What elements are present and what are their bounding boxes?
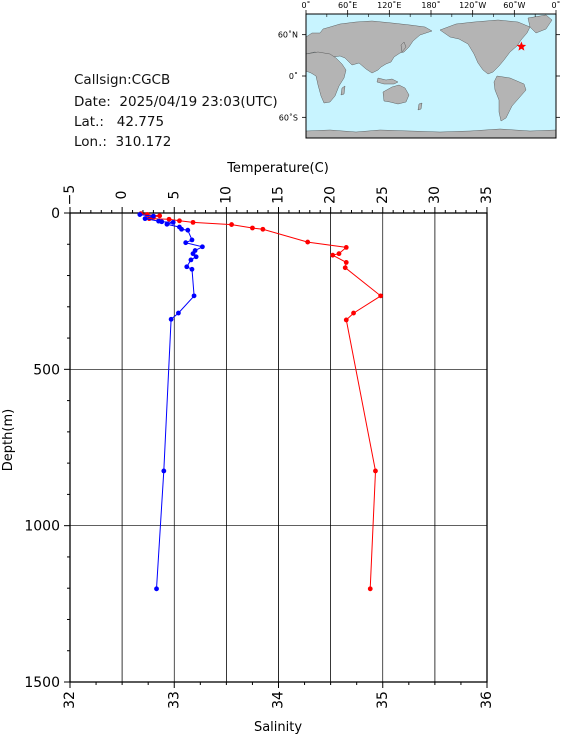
depth-tick-label: 0 — [51, 206, 60, 222]
longitude-label: Lon.: 310.172 — [74, 134, 172, 150]
temperature-point — [260, 226, 266, 232]
temperature-point — [351, 310, 356, 316]
temperature-point — [343, 260, 349, 265]
salinity-point — [183, 240, 189, 246]
temp-tick-label: 25 — [375, 186, 391, 204]
salinity-point — [199, 244, 205, 250]
map-lon-label-120e: 120˚E — [377, 0, 401, 10]
plot-grid — [70, 213, 487, 682]
depth-axis-title: Depth(m) — [1, 409, 16, 471]
map-lat-label-0: 0˚ — [289, 71, 298, 81]
map-lon-label-60e: 60˚E — [338, 0, 357, 10]
latitude-label: Lat.: 42.775 — [74, 114, 165, 130]
salinity-point — [170, 219, 176, 225]
salinity-point — [189, 266, 195, 272]
salinity-point — [142, 216, 148, 222]
map-latitude-ticks — [302, 34, 560, 118]
temperature-point — [342, 265, 348, 271]
sal-tick-label: 33 — [166, 691, 182, 709]
land-masses — [305, 14, 557, 139]
land-greenland — [527, 14, 553, 34]
land-south-america — [493, 75, 527, 122]
temp-tick-label: 0 — [114, 191, 130, 200]
temperature-point — [378, 293, 384, 299]
temperature-point — [190, 219, 196, 225]
world-map: 0˚ 60˚E 120˚E 180˚ 120˚W 60˚W 0˚ 60˚N 0˚… — [278, 0, 561, 139]
salinity-point — [164, 221, 170, 227]
depth-tick-labels: 0 500 1000 1500 — [24, 206, 60, 691]
temperature-point — [305, 239, 311, 245]
callsign-label: Callsign:CGCB — [74, 72, 171, 88]
temperature-point — [229, 222, 234, 227]
salinity-point — [151, 213, 156, 219]
salinity-axis-title: Salinity — [254, 720, 302, 735]
plot-ticks — [64, 207, 488, 688]
series-layer — [137, 211, 384, 592]
temp-tick-label: 5 — [166, 191, 182, 200]
temperature-point — [144, 212, 150, 217]
depth-tick-label: 1000 — [24, 519, 60, 535]
salinity-point — [179, 226, 184, 232]
salinity-point — [191, 293, 197, 299]
map-lat-label-60n: 60˚N — [278, 30, 298, 40]
map-lon-label-180: 180˚ — [421, 0, 440, 10]
map-lat-label-60s: 60˚S — [279, 112, 298, 122]
map-longitude-ticks — [305, 10, 557, 17]
temp-tick-label: 15 — [271, 186, 287, 204]
depth-tick-label: 1500 — [24, 675, 60, 691]
temperature-point — [177, 218, 182, 224]
temp-tick-label: 20 — [323, 186, 339, 204]
temperature-point — [373, 468, 378, 474]
salinity-point — [161, 468, 167, 474]
map-lon-label-60w: 60˚W — [503, 0, 525, 10]
profile-plot: −5 0 5 10 15 20 25 30 35 32 33 34 35 36 … — [1, 161, 495, 735]
salinity-point — [154, 586, 159, 592]
land-australia — [382, 84, 410, 105]
land-africa — [305, 51, 347, 104]
temperature-point — [343, 317, 349, 323]
salinity-point — [189, 237, 195, 243]
land-new-zealand — [417, 102, 423, 111]
salinity-point — [185, 227, 191, 233]
temperature-point — [250, 225, 255, 231]
land-madagascar — [340, 85, 346, 96]
temperature-axis-title: Temperature(C) — [226, 161, 329, 176]
map-lon-label-0: 0˚ — [301, 0, 310, 10]
salinity-point — [190, 251, 196, 257]
temp-tick-label: 35 — [479, 186, 495, 204]
salinity-point — [188, 257, 194, 263]
temperature-point — [343, 244, 349, 250]
date-label: Date: 2025/04/19 23:03(UTC) — [74, 94, 278, 110]
sal-tick-label: 35 — [375, 691, 391, 709]
map-lon-label-360: 0˚ — [551, 0, 560, 10]
depth-tick-label: 500 — [33, 362, 60, 378]
land-indonesia — [376, 77, 399, 85]
temperature-tick-labels: −5 0 5 10 15 20 25 30 35 — [62, 185, 495, 206]
temp-tick-label: 30 — [427, 186, 443, 204]
land-eurasia — [305, 20, 433, 74]
map-lon-label-120w: 120˚W — [459, 0, 486, 10]
salinity-point — [176, 310, 181, 316]
salinity-tick-labels: 32 33 34 35 36 — [62, 691, 495, 709]
salinity-point — [193, 254, 199, 260]
sal-tick-label: 34 — [271, 691, 287, 709]
temperature-point — [166, 216, 172, 222]
temperature-point — [367, 586, 373, 592]
salinity-point — [137, 212, 143, 217]
sal-tick-label: 32 — [62, 691, 78, 709]
temp-tick-label: −5 — [62, 185, 78, 206]
salinity-point — [184, 264, 190, 270]
station-star-icon — [516, 41, 527, 51]
salinity-point — [159, 219, 165, 225]
temperature-point — [157, 213, 163, 219]
land-japan — [400, 41, 407, 53]
temperature-point — [336, 251, 342, 257]
salinity-point — [168, 316, 174, 322]
land-north-america — [439, 19, 531, 75]
sal-tick-label: 36 — [479, 691, 495, 709]
temperature-point — [330, 252, 336, 258]
temp-tick-label: 10 — [218, 186, 234, 204]
